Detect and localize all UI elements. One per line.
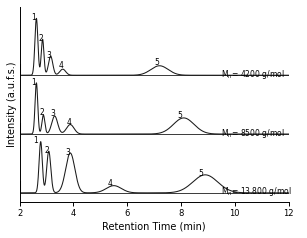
Text: 5: 5 <box>177 111 182 120</box>
Text: 2: 2 <box>44 146 49 155</box>
Text: 3: 3 <box>65 148 70 157</box>
Y-axis label: Intensity (a.u.f.s.): Intensity (a.u.f.s.) <box>7 62 17 147</box>
Text: 4: 4 <box>66 118 71 127</box>
Text: 1: 1 <box>31 78 36 87</box>
Text: M$_n$= 8500 g/mol: M$_n$= 8500 g/mol <box>221 127 285 140</box>
Text: 2: 2 <box>39 108 44 117</box>
Text: 5: 5 <box>154 58 159 67</box>
X-axis label: Retention Time (min): Retention Time (min) <box>102 221 206 231</box>
Text: 4: 4 <box>59 61 64 70</box>
Text: 3: 3 <box>47 51 52 60</box>
Text: M$_n$= 4200 g/mol: M$_n$= 4200 g/mol <box>221 68 285 81</box>
Text: 2: 2 <box>39 34 44 43</box>
Text: M$_n$= 13.800 g/mol: M$_n$= 13.800 g/mol <box>221 185 292 198</box>
Text: 1: 1 <box>31 13 36 22</box>
Text: 4: 4 <box>107 179 112 188</box>
Text: 3: 3 <box>50 109 55 118</box>
Text: 1: 1 <box>33 136 38 145</box>
Text: 5: 5 <box>198 169 203 178</box>
